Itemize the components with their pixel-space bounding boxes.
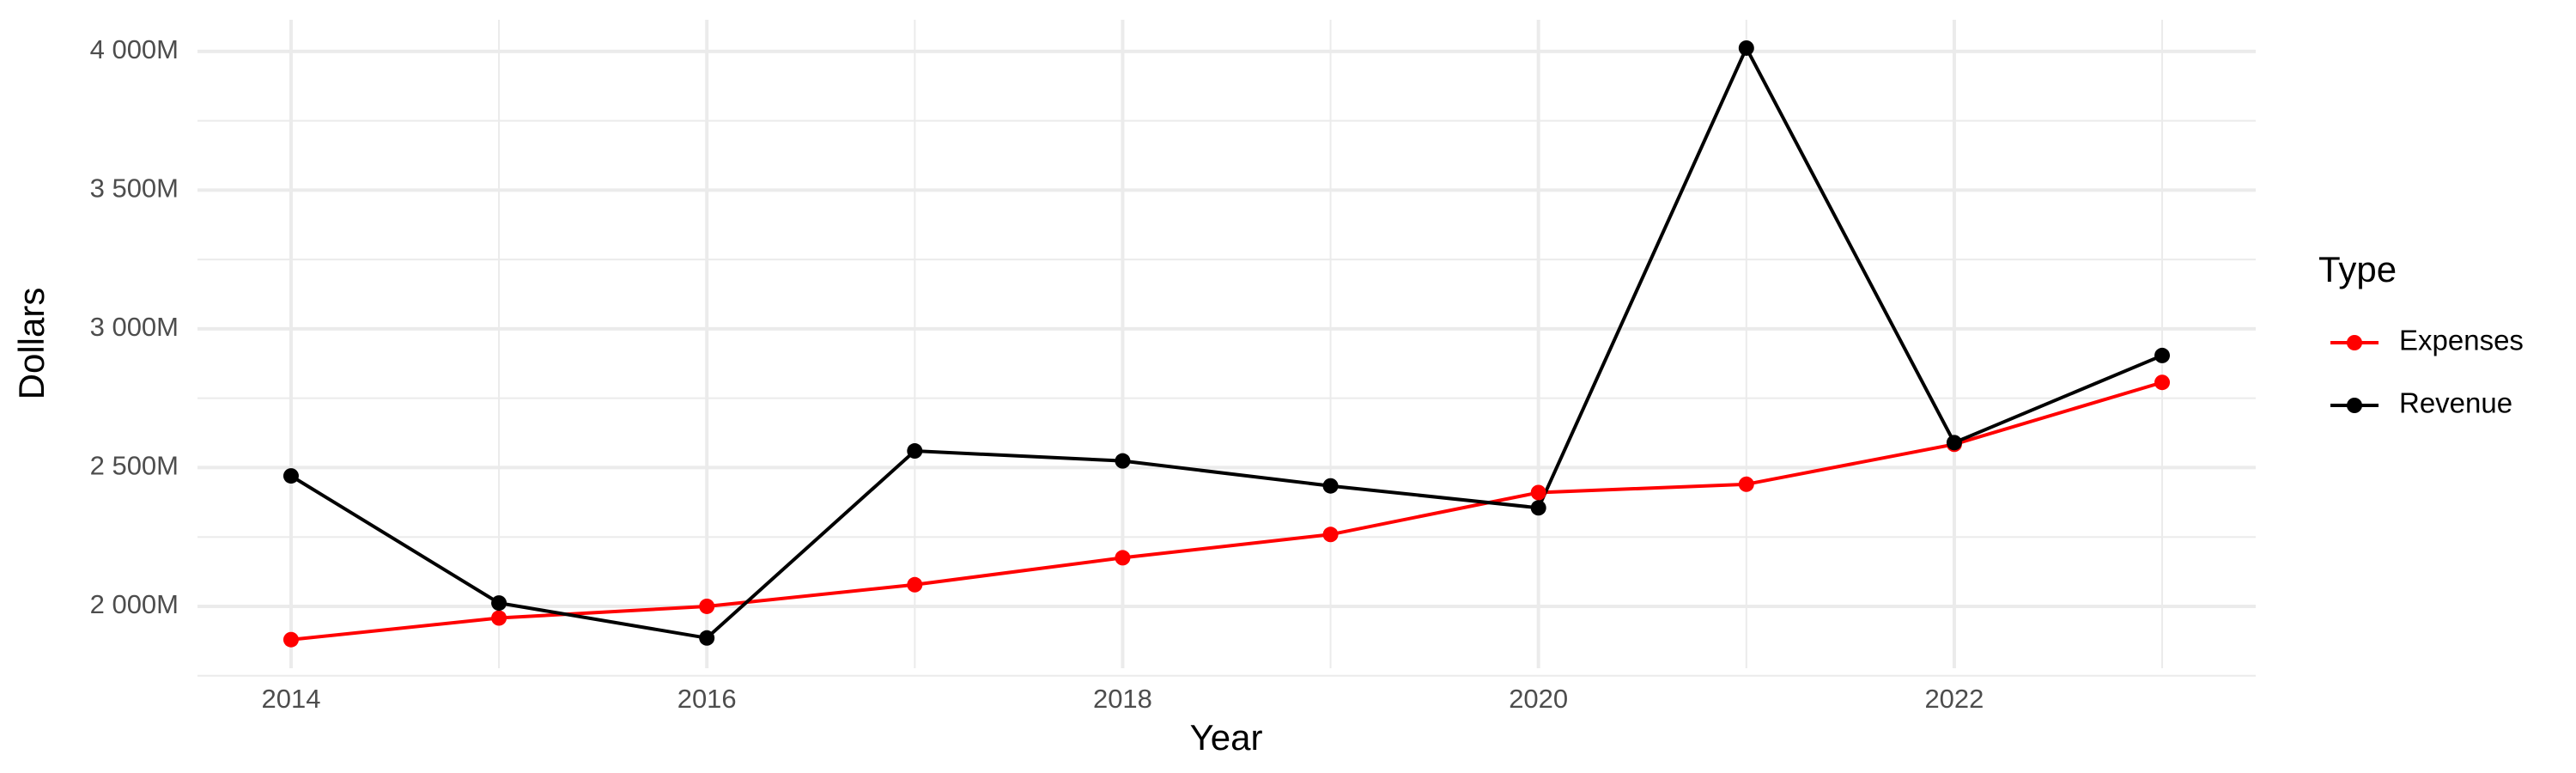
legend-key-point	[2347, 398, 2362, 413]
x-tick-label: 2018	[1093, 684, 1152, 714]
y-tick-label: 4 000M	[90, 34, 179, 64]
legend-key-point	[2347, 335, 2362, 350]
point	[1530, 500, 1546, 516]
x-tick-label: 2014	[261, 684, 320, 714]
point	[1738, 40, 1754, 56]
y-tick-label: 3 500M	[90, 173, 179, 204]
x-tick-label: 2016	[677, 684, 737, 714]
point	[491, 610, 507, 626]
point	[491, 595, 507, 612]
legend-title: Type	[2318, 249, 2397, 289]
point	[1115, 550, 1131, 566]
legend-label: Expenses	[2399, 325, 2524, 356]
y-axis-title: Dollars	[11, 288, 52, 400]
line	[289, 44, 2163, 640]
point	[283, 468, 299, 484]
y-tick-label: 2 500M	[90, 451, 179, 481]
x-tick-label: 2020	[1509, 684, 1568, 714]
legend-label: Revenue	[2399, 387, 2512, 419]
point	[1946, 435, 1962, 451]
point	[1322, 526, 1339, 543]
point	[907, 443, 923, 460]
point	[907, 576, 923, 593]
point	[1530, 484, 1546, 501]
point	[699, 598, 715, 614]
line	[290, 380, 2163, 642]
point	[1322, 478, 1339, 494]
y-tick-label: 2 000M	[90, 589, 179, 619]
point	[283, 631, 299, 648]
x-tick-label: 2022	[1924, 684, 1984, 714]
point	[1115, 453, 1131, 469]
point	[1738, 476, 1754, 492]
point	[699, 630, 715, 646]
point	[2154, 374, 2171, 391]
x-axis-title: Year	[1190, 717, 1263, 758]
y-tick-label: 3 000M	[90, 312, 179, 342]
point	[2154, 347, 2171, 363]
